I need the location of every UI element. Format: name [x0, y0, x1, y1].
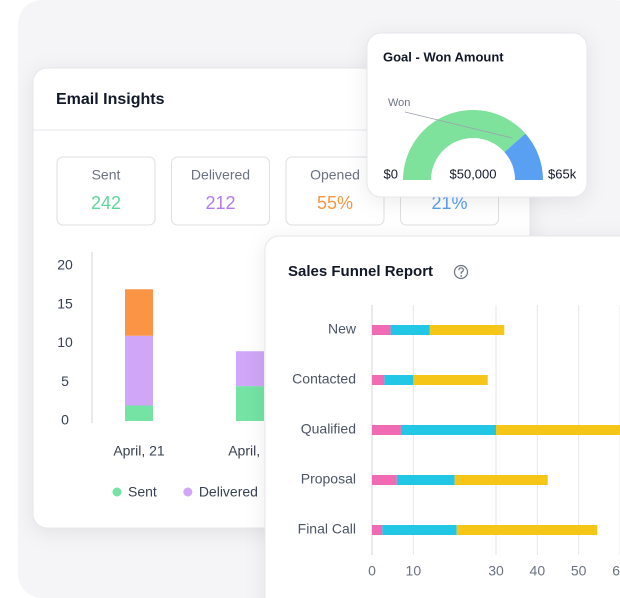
stat-value: 55%: [317, 193, 353, 213]
stat-value: 21%: [431, 193, 467, 213]
legend-label: Sent: [128, 484, 157, 500]
bar-segment: [372, 525, 383, 535]
x-tick-label: April, 21: [113, 443, 165, 459]
x-tick-label: 10: [406, 563, 422, 579]
x-tick-label: 50: [571, 563, 587, 579]
bar-segment: [372, 475, 397, 485]
card-title: Email Insights: [56, 91, 165, 108]
stat-box: [171, 156, 270, 226]
y-tick-label: Qualified: [301, 421, 356, 437]
gauge-label: Won: [388, 97, 410, 109]
x-tick-label: 0: [368, 563, 376, 579]
bar-segment: [384, 375, 414, 385]
gauge-value-label: $50,000: [450, 166, 497, 181]
stat-label: Sent: [92, 167, 121, 183]
bar-segment: [125, 289, 153, 336]
stat-value: 242: [91, 193, 121, 213]
bar-segment: [125, 405, 153, 421]
x-tick-label: 30: [488, 563, 504, 579]
bar-segment: [372, 375, 385, 385]
y-tick-label: 5: [61, 373, 69, 389]
y-tick-label: Contacted: [292, 371, 356, 387]
funnel-card: [264, 235, 620, 598]
help-icon-dot: [460, 275, 463, 277]
x-tick-label: 40: [530, 563, 546, 579]
bar-segment: [125, 335, 153, 406]
bar-segment: [396, 475, 455, 485]
bar-segment: [413, 375, 488, 385]
help-icon-mark: [458, 267, 464, 274]
legend-dot: [112, 487, 122, 497]
bar-segment: [429, 325, 505, 335]
gauge-value: [403, 109, 526, 180]
y-tick-label: Final Call: [298, 521, 356, 537]
y-tick-label: 20: [57, 257, 73, 273]
y-tick-label: New: [328, 321, 357, 337]
stat-value: 212: [205, 193, 235, 213]
bar-segment: [372, 325, 391, 335]
help-icon: [453, 264, 469, 280]
bar-segment: [236, 386, 264, 421]
bar-segment: [390, 325, 430, 335]
stat-box: [56, 156, 156, 226]
y-tick-label: Proposal: [301, 471, 356, 487]
y-tick-label: 10: [57, 334, 73, 350]
gauge-tick-label: $65k: [548, 166, 577, 181]
card-title: Sales Funnel Report: [288, 263, 433, 280]
bar-segment: [382, 525, 457, 535]
y-tick-label: 0: [61, 412, 69, 428]
bar-segment: [372, 425, 401, 435]
bar-segment: [236, 351, 264, 387]
bar-segment: [496, 425, 620, 435]
leader-line: [404, 111, 513, 139]
legend-label: Delivered: [199, 484, 258, 500]
x-tick-label: 60: [612, 563, 620, 579]
stat-label: Delivered: [191, 167, 250, 183]
x-tick-label: April, 2: [228, 443, 272, 459]
bar-segment: [454, 475, 548, 485]
card-title: Goal - Won Amount: [383, 49, 504, 64]
legend-dot: [183, 487, 193, 497]
bar-segment: [400, 425, 496, 435]
stat-label: Opened: [310, 167, 360, 183]
gauge-tick-label: $0: [384, 166, 398, 181]
bar-segment: [456, 525, 598, 535]
y-tick-label: 15: [57, 295, 73, 311]
gauge-rest: [504, 133, 543, 180]
